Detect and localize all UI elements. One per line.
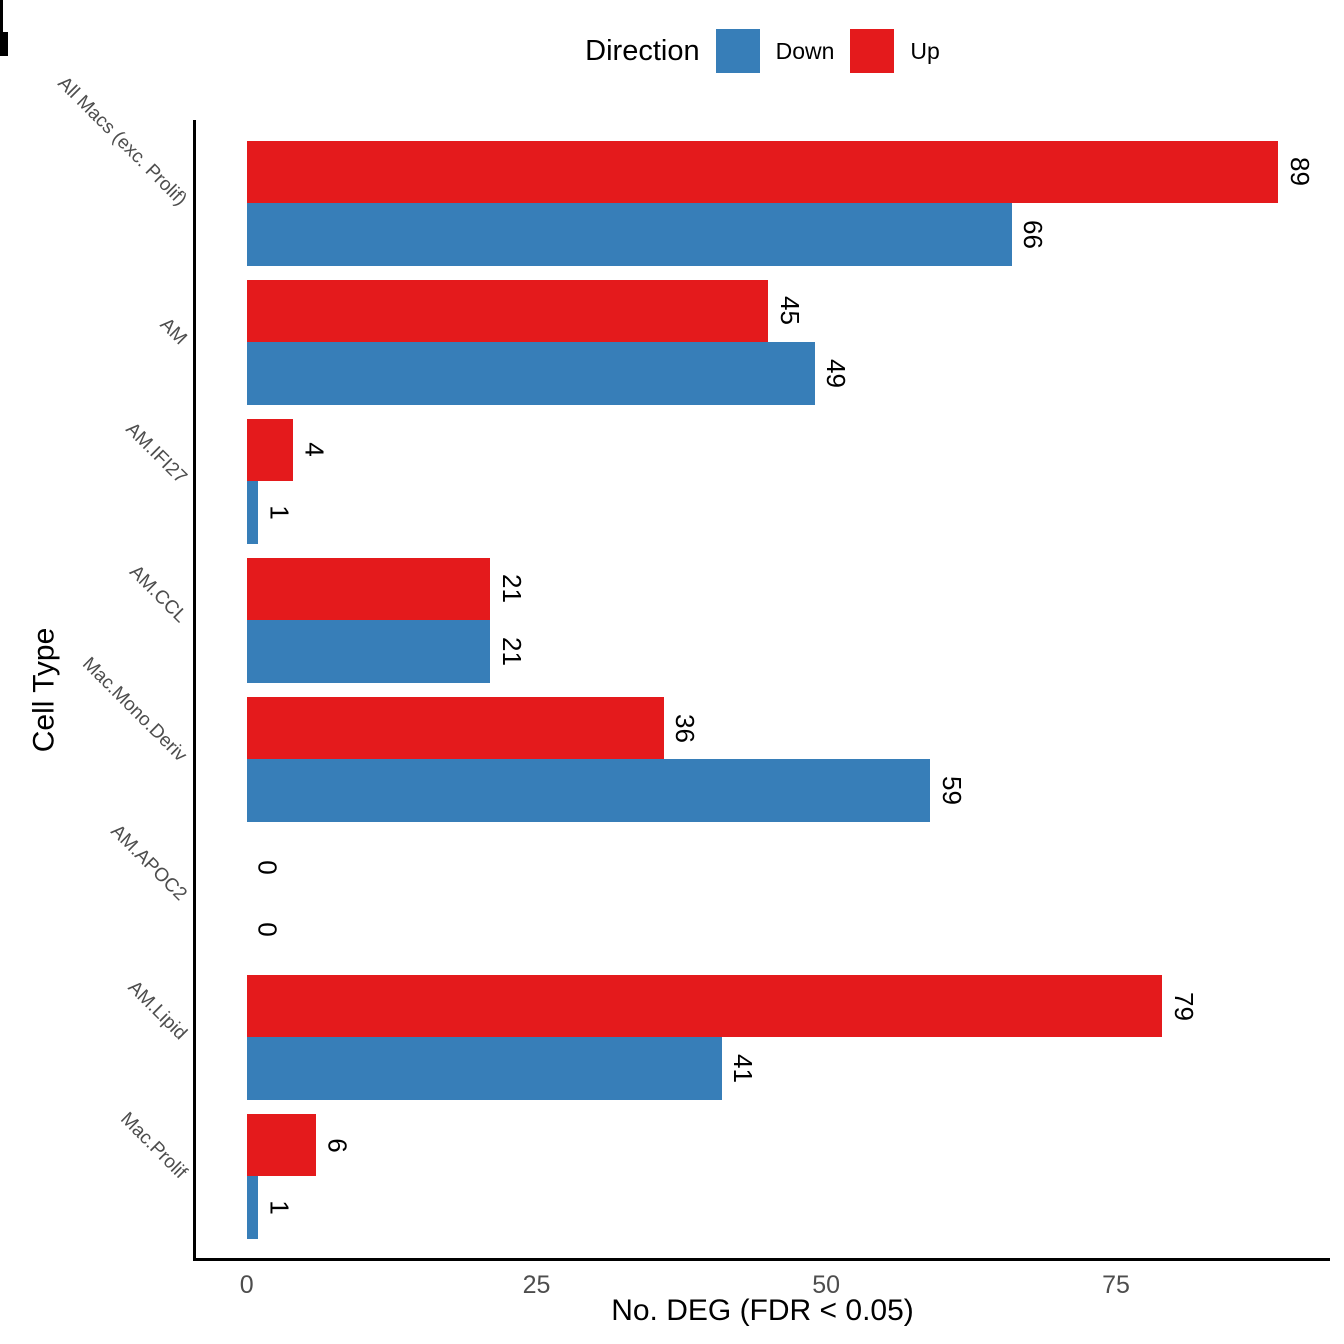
bar-up xyxy=(246,974,1163,1038)
x-axis-title: No. DEG (FDR < 0.05) xyxy=(611,1294,914,1327)
bar-down xyxy=(246,759,931,822)
plot-area: 0 25 50 75 All Macs (exc. Prolif) 89 66 AM 45 49 A… xyxy=(0,0,1344,1298)
bar-value-text: 45 xyxy=(774,296,805,326)
legend-label: Down xyxy=(775,37,835,64)
bar-down xyxy=(246,620,491,683)
bar-value-text: 0 xyxy=(253,859,284,875)
bar-value-label: 6 xyxy=(322,1097,353,1193)
legend-title: Direction xyxy=(585,34,700,67)
bar-value-label: 66 xyxy=(1018,186,1048,282)
bar-up xyxy=(246,279,769,343)
bar-up xyxy=(246,557,491,621)
bar-value-label: 21 xyxy=(496,603,527,699)
y-tick xyxy=(0,44,8,47)
bar-value-label: 1 xyxy=(264,464,295,560)
y-tick xyxy=(0,32,8,35)
x-axis-line xyxy=(193,1258,1330,1261)
x-tick-label: 0 xyxy=(239,1271,254,1299)
bar-value-label: 89 xyxy=(1284,124,1315,220)
x-tick xyxy=(0,0,3,8)
y-tick xyxy=(0,50,8,53)
x-tick xyxy=(0,16,3,24)
bar-down xyxy=(246,1176,259,1239)
y-axis-title-container: Cell Type xyxy=(16,490,72,890)
bar-down xyxy=(246,481,259,544)
y-tick xyxy=(0,38,8,41)
y-tick xyxy=(0,47,8,50)
y-category-label: Mac.Prolif xyxy=(116,1108,191,1184)
y-axis-line xyxy=(193,120,196,1261)
bar-value-text: 1 xyxy=(264,1200,295,1215)
bar-value-label: 0 xyxy=(253,882,283,978)
bar-down xyxy=(246,203,1012,266)
y-tick xyxy=(0,53,8,56)
x-tick-label: 50 xyxy=(812,1271,841,1299)
legend-label: Up xyxy=(910,37,940,64)
bar-value-label: 4 xyxy=(299,402,330,498)
bar-value-text: 41 xyxy=(728,1054,759,1084)
bar-value-text: 89 xyxy=(1284,157,1315,187)
bar-value-text: 21 xyxy=(496,636,527,666)
bar-value-text: 79 xyxy=(1168,991,1199,1021)
bar-value-text: 4 xyxy=(299,442,330,458)
x-tick xyxy=(0,24,3,32)
bar-value-text: 21 xyxy=(496,574,527,604)
bar-value-text: 49 xyxy=(821,358,852,388)
bar-down xyxy=(246,342,815,405)
bar-down xyxy=(246,1037,722,1100)
legend: Direction Down Up xyxy=(195,22,1330,80)
bar-up xyxy=(246,1113,317,1177)
bar-value-label: 59 xyxy=(937,743,967,839)
y-axis-title: Cell Type xyxy=(27,627,61,753)
legend-entry-down: Down xyxy=(715,29,835,73)
bar-value-label: 49 xyxy=(821,325,851,421)
bar-up xyxy=(246,696,664,760)
bar-value-text: 6 xyxy=(322,1137,353,1153)
x-tick-label: 75 xyxy=(1102,1271,1130,1299)
bar-value-text: 66 xyxy=(1018,219,1049,249)
legend-swatch-down xyxy=(715,29,760,73)
y-tick xyxy=(0,35,8,38)
bar-value-text: 1 xyxy=(264,505,295,520)
bar-up xyxy=(246,418,294,482)
bar-value-text: 0 xyxy=(253,922,284,937)
x-tick xyxy=(0,8,3,16)
legend-swatch-up xyxy=(850,29,895,73)
bar-value-label: 79 xyxy=(1168,958,1199,1054)
y-tick xyxy=(0,41,8,44)
x-tick-label: 25 xyxy=(522,1271,551,1299)
bar-value-label: 1 xyxy=(264,1160,295,1256)
bar-value-label: 41 xyxy=(728,1021,758,1117)
bar-value-text: 59 xyxy=(936,776,967,805)
legend-entry-up: Up xyxy=(850,29,940,73)
bar-up xyxy=(246,140,1279,203)
bar-value-text: 36 xyxy=(670,713,701,743)
